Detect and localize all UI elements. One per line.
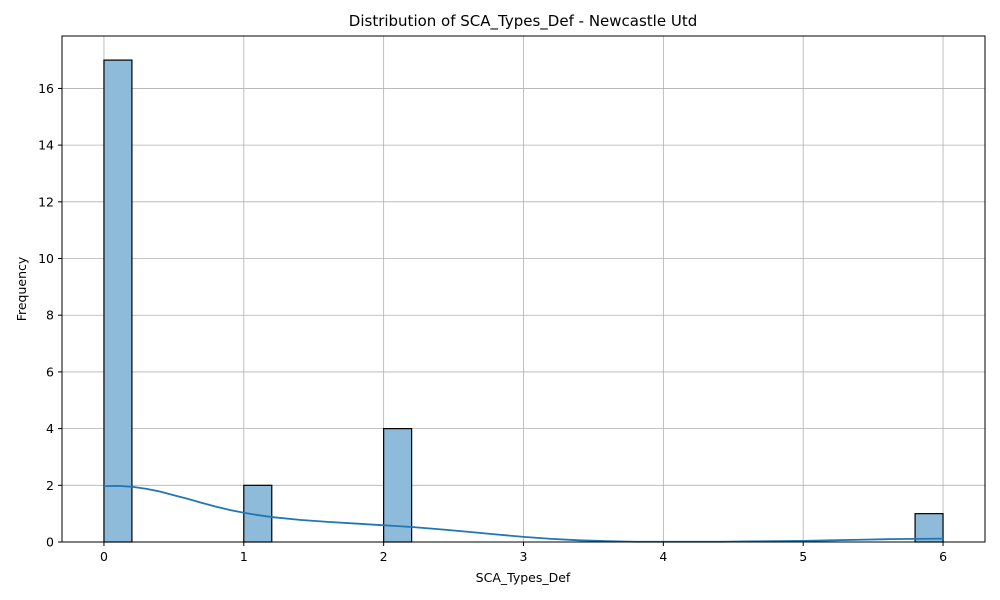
chart-title: Distribution of SCA_Types_Def - Newcastl… [349, 12, 697, 31]
x-tick-label: 4 [659, 549, 667, 564]
x-tick-label: 6 [939, 549, 947, 564]
histogram-bar [914, 513, 944, 543]
y-tick-label: 8 [46, 308, 54, 323]
y-tick-label: 0 [46, 535, 54, 550]
histogram-bar [103, 59, 133, 543]
x-tick-label: 1 [240, 549, 248, 564]
kde-curve-group [103, 484, 944, 543]
x-tick-label: 0 [100, 549, 108, 564]
y-tick-label: 12 [38, 194, 54, 209]
x-tick-label: 5 [799, 549, 807, 564]
y-tick-label: 2 [46, 478, 54, 493]
x-tick-label: 2 [380, 549, 388, 564]
y-tick-label: 16 [38, 81, 54, 96]
y-axis-label: Frequency [14, 256, 29, 321]
y-axis-ticks: 0 2 4 6 8 10 12 14 16 [38, 81, 62, 550]
histogram-bars [103, 59, 944, 543]
kde-curve [103, 484, 944, 543]
y-tick-label: 14 [38, 138, 54, 153]
y-tick-label: 4 [46, 421, 54, 436]
y-tick-label: 6 [46, 364, 54, 379]
grid [62, 36, 985, 543]
x-tick-label: 3 [520, 549, 528, 564]
x-axis-label: SCA_Types_Def [476, 570, 571, 585]
x-axis-ticks: 0 1 2 3 4 5 6 [100, 542, 947, 564]
y-tick-label: 10 [38, 251, 54, 266]
